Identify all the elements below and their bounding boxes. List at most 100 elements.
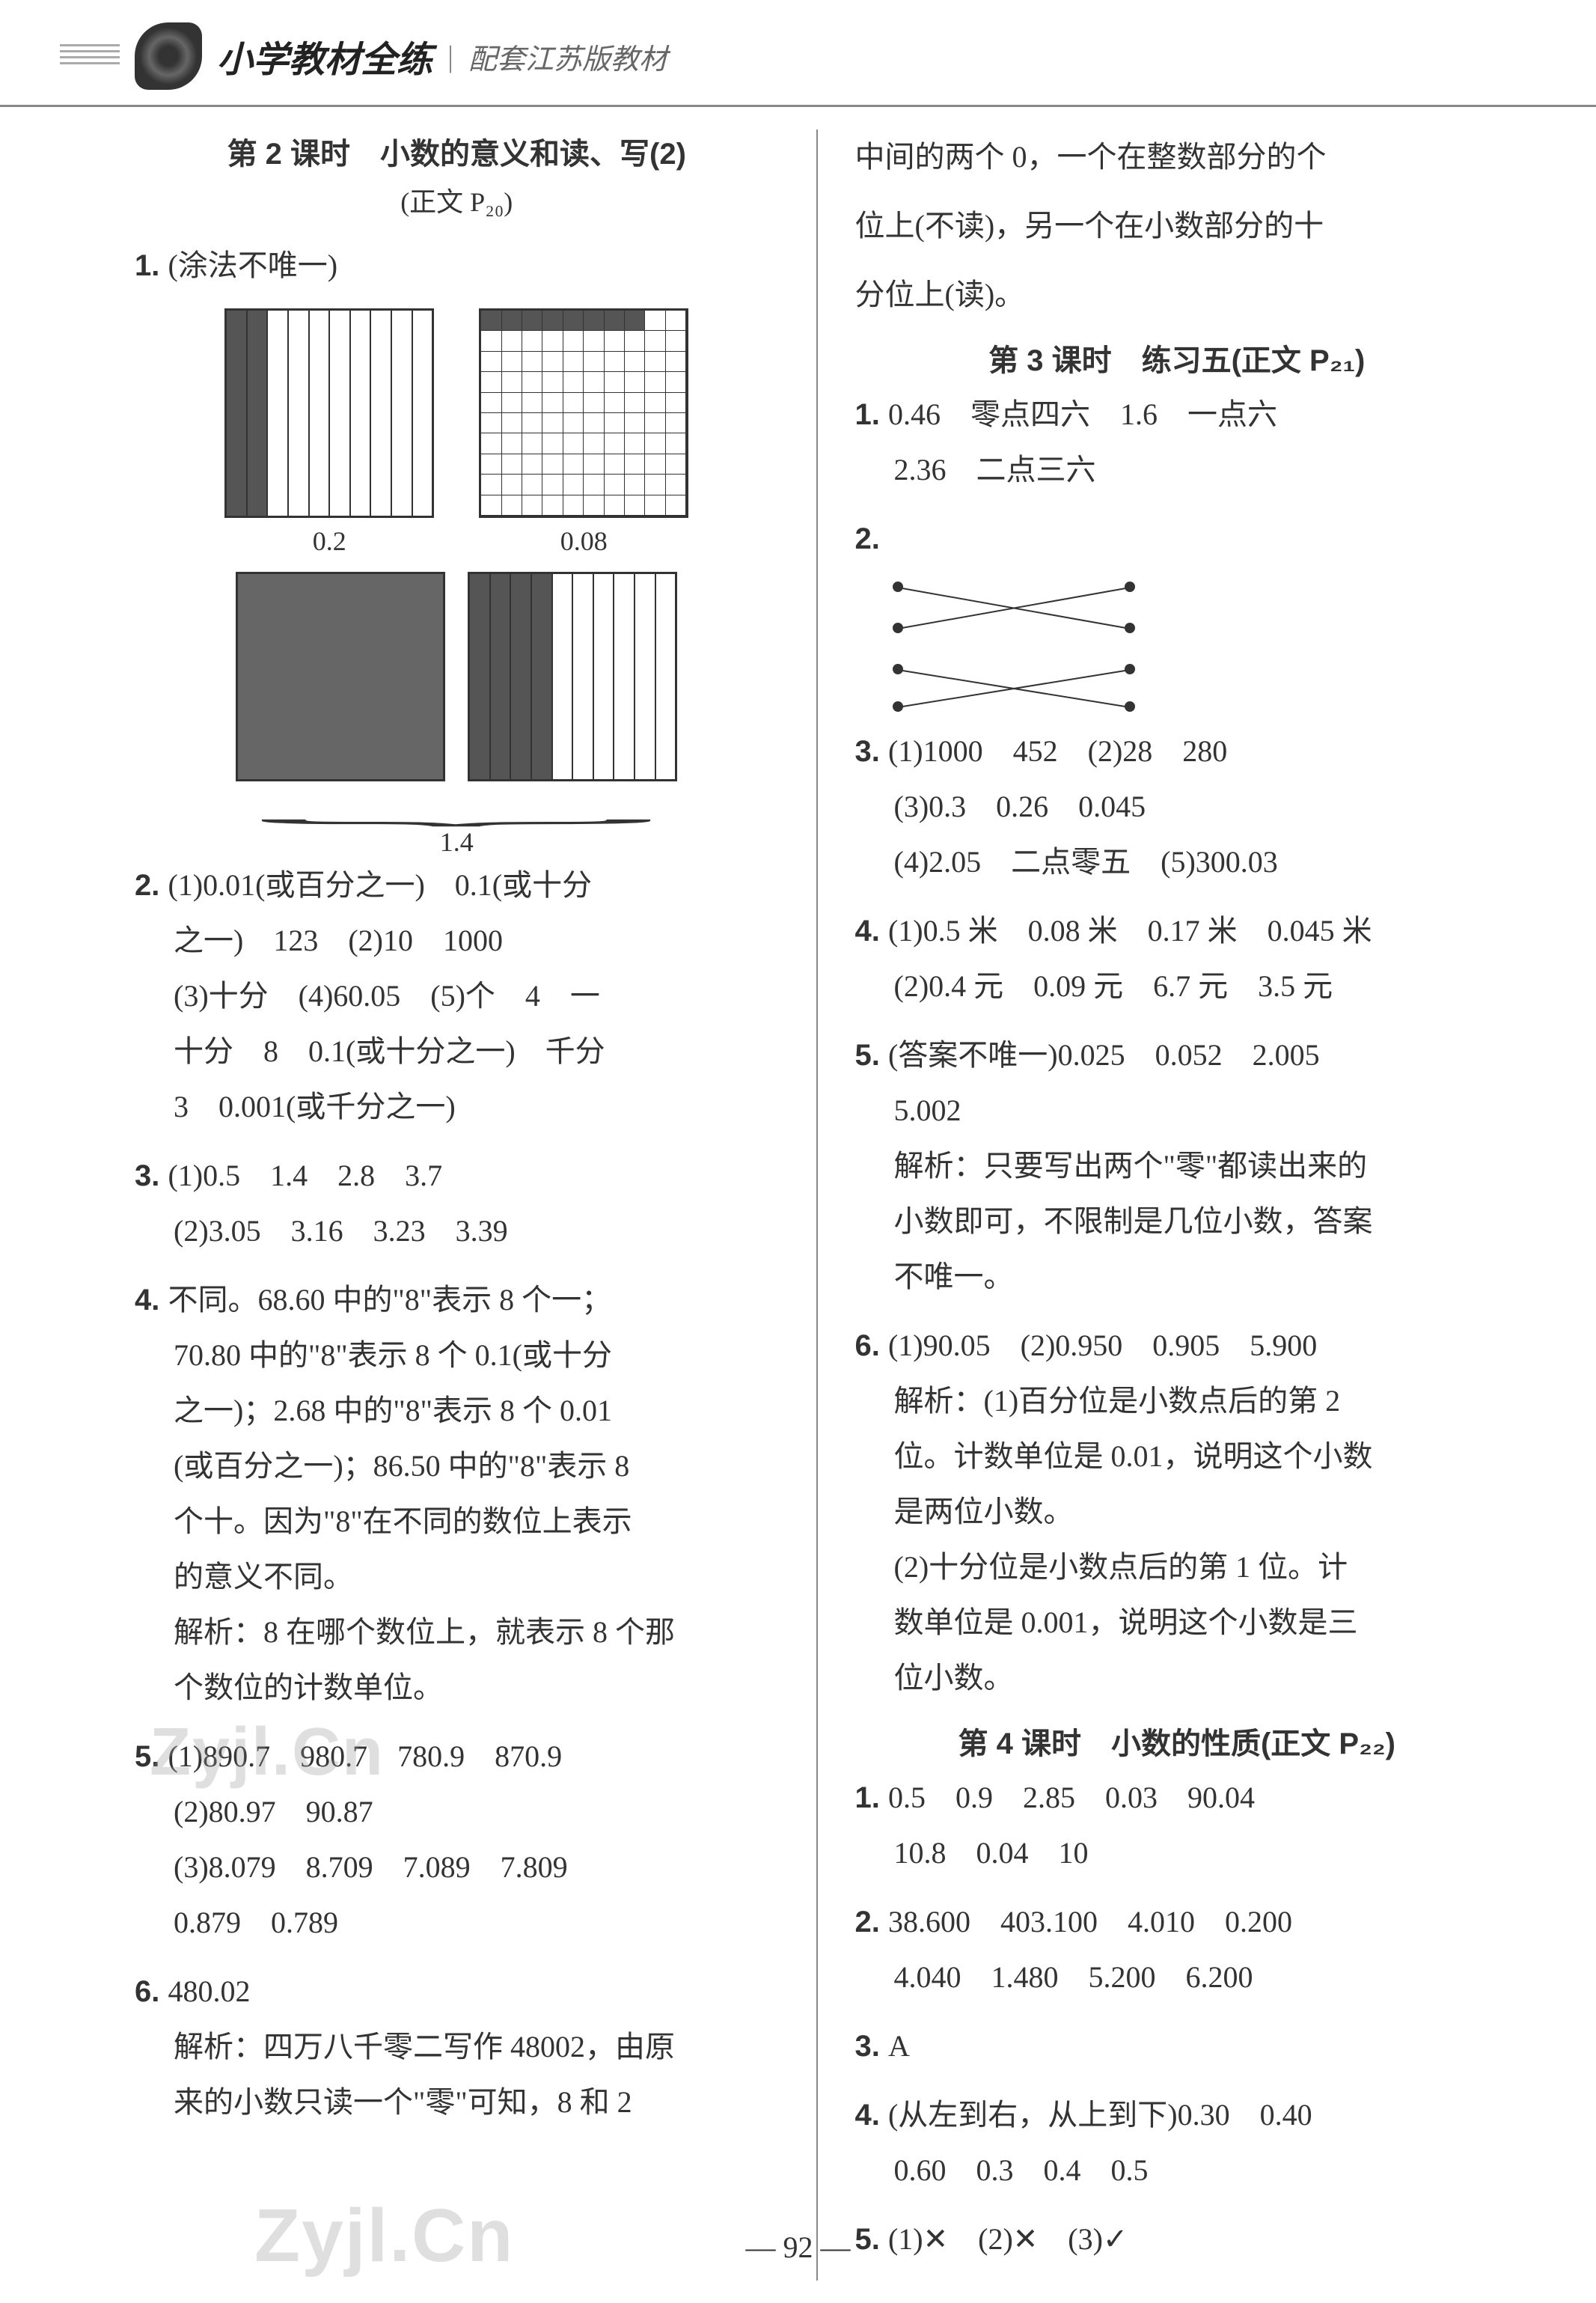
q4-l4: 个十。因为"8"在不同的数位上表示 bbox=[135, 1494, 779, 1549]
l4-q4-num: 4. bbox=[855, 2099, 888, 2132]
header-subtitle: 配套江苏版教材 bbox=[468, 36, 667, 77]
l3-q6-a5: 位小数。 bbox=[855, 1650, 1499, 1706]
l3-q4: 4. (1)0.5 米 0.08 米 0.17 米 0.045 米 (2)0.4… bbox=[855, 903, 1499, 1014]
l4-q1-l1: 10.8 0.04 10 bbox=[855, 1825, 1499, 1881]
grid-tenths-icon bbox=[224, 308, 434, 518]
l4-q5-num: 5. bbox=[855, 2223, 888, 2256]
l3-q5-a1: 小数即可，不限制是几位小数，答案 bbox=[855, 1194, 1499, 1249]
right-column: 中间的两个 0，一个在整数部分的个 位上(不读)，另一个在小数部分的十 分位上(… bbox=[818, 129, 1522, 2281]
q5-l0: (1)890.7 980.7 780.9 870.9 bbox=[168, 1739, 562, 1773]
l3-q5-l1: 5.002 bbox=[855, 1083, 1499, 1138]
l3-q2-num: 2. bbox=[855, 522, 880, 555]
grids-row1: 0.2 0.08 bbox=[135, 308, 779, 557]
solid-square-icon bbox=[236, 572, 445, 781]
l3-q4-l0: (1)0.5 米 0.08 米 0.17 米 0.045 米 bbox=[888, 914, 1372, 948]
brace-icon: ⏟ bbox=[0, 803, 1596, 812]
l3-q1-l1: 2.36 二点三六 bbox=[855, 442, 1499, 498]
grid2-label: 0.08 bbox=[560, 525, 608, 557]
grid3-label: 1.4 bbox=[232, 826, 681, 858]
l4-q3-num: 3. bbox=[855, 2030, 888, 2063]
q6-num: 6. bbox=[135, 1975, 168, 2008]
l3-q5-num: 5. bbox=[855, 1039, 888, 1072]
q3-num: 3. bbox=[135, 1159, 168, 1192]
q2-l1: 之一) 123 (2)10 1000 bbox=[135, 913, 779, 969]
q6-a0: 解析：四万八千零二写作 48002，由原 bbox=[135, 2019, 779, 2075]
left-column: 第 2 课时 小数的意义和读、写(2) (正文 P₂₀) 1. (涂法不唯一) … bbox=[112, 129, 818, 2281]
q6-a1: 来的小数只读一个"零"可知，8 和 2 bbox=[135, 2075, 779, 2130]
top-cont-2: 分位上(读)。 bbox=[855, 267, 1499, 323]
l3-q4-num: 4. bbox=[855, 915, 888, 948]
q4-a1: 个数位的计数单位。 bbox=[135, 1660, 779, 1715]
q1: 1. (涂法不唯一) bbox=[135, 238, 779, 293]
q6-l0: 480.02 bbox=[168, 1974, 250, 2008]
l3-q4-l1: (2)0.4 元 0.09 元 6.7 元 3.5 元 bbox=[855, 959, 1499, 1014]
q4-l5: 的意义不同。 bbox=[135, 1549, 779, 1605]
q4-l2: 之一)；2.68 中的"8"表示 8 个 0.01 bbox=[135, 1383, 779, 1439]
q2-l3: 十分 8 0.1(或十分之一) 千分 bbox=[135, 1024, 779, 1079]
l3-q1: 1. 0.46 零点四六 1.6 一点六 2.36 二点三六 bbox=[855, 387, 1499, 498]
l4-q1: 1. 0.5 0.9 2.85 0.03 90.04 10.8 0.04 10 bbox=[855, 1770, 1499, 1881]
lesson4-title: 第 4 课时 小数的性质(正文 P₂₂) bbox=[855, 1719, 1499, 1763]
header-title: 小学教材全练 bbox=[217, 30, 432, 82]
l4-q3: 3. A bbox=[855, 2019, 1499, 2074]
lesson3-title: 第 3 课时 练习五(正文 P₂₁) bbox=[855, 336, 1499, 379]
q2-l2: (3)十分 (4)60.05 (5)个 4 一 bbox=[135, 969, 779, 1024]
l4-q4-l0: (从左到右，从上到下)0.30 0.40 bbox=[888, 2098, 1312, 2132]
header-decoration-lines bbox=[60, 44, 120, 68]
l3-q6: 6. (1)90.05 (2)0.950 0.905 5.900 解析：(1)百… bbox=[855, 1318, 1499, 1706]
q4-l1: 70.80 中的"8"表示 8 个 0.1(或十分 bbox=[135, 1328, 779, 1383]
l4-q2: 2. 38.600 403.100 4.010 0.200 4.040 1.48… bbox=[855, 1894, 1499, 2005]
l4-q4-l1: 0.60 0.3 0.4 0.5 bbox=[855, 2143, 1499, 2198]
lesson2-subtitle: (正文 P₂₀) bbox=[135, 180, 779, 219]
q3-l1: (2)3.05 3.16 3.23 3.39 bbox=[135, 1204, 779, 1259]
grid-0.08: 0.08 bbox=[479, 308, 688, 557]
q2-num: 2. bbox=[135, 869, 168, 902]
l3-q1-l0: 0.46 零点四六 1.6 一点六 bbox=[888, 397, 1277, 431]
l3-q6-a1: 位。计数单位是 0.01，说明这个小数 bbox=[855, 1429, 1499, 1484]
l4-q4: 4. (从左到右，从上到下)0.30 0.40 0.60 0.3 0.4 0.5 bbox=[855, 2087, 1499, 2198]
l4-q2-l0: 38.600 403.100 4.010 0.200 bbox=[888, 1905, 1292, 1939]
l3-q6-a3: (2)十分位是小数点后的第 1 位。计 bbox=[855, 1540, 1499, 1595]
lesson2-title: 第 2 课时 小数的意义和读、写(2) bbox=[135, 129, 779, 173]
l3-q3-num: 3. bbox=[855, 735, 888, 768]
grid-tenths2-icon bbox=[468, 572, 677, 781]
l4-q1-num: 1. bbox=[855, 1781, 888, 1814]
l3-q3-l0: (1)1000 452 (2)28 280 bbox=[888, 734, 1227, 768]
l3-q6-num: 6. bbox=[855, 1329, 888, 1362]
q4-num: 4. bbox=[135, 1284, 168, 1317]
l3-q6-l0: (1)90.05 (2)0.950 0.905 5.900 bbox=[888, 1329, 1317, 1362]
header-divider: | bbox=[447, 39, 453, 74]
q5-l1: (2)80.97 90.87 bbox=[135, 1784, 779, 1840]
q5-num: 5. bbox=[135, 1740, 168, 1773]
q2-l4: 3 0.001(或千分之一) bbox=[135, 1079, 779, 1135]
l4-q2-l1: 4.040 1.480 5.200 6.200 bbox=[855, 1950, 1499, 2005]
content-area: 第 2 课时 小数的意义和读、写(2) (正文 P₂₀) 1. (涂法不唯一) … bbox=[0, 107, 1596, 2303]
q2: 2. (1)0.01(或百分之一) 0.1(或十分 之一) 123 (2)10 … bbox=[135, 858, 779, 1135]
top-cont-0: 中间的两个 0，一个在整数部分的个 bbox=[855, 129, 1499, 185]
logo-icon bbox=[135, 22, 202, 90]
l3-q6-a4: 数单位是 0.001，说明这个小数是三 bbox=[855, 1595, 1499, 1650]
l3-q2: 2. bbox=[855, 511, 1499, 709]
l3-q6-a2: 是两位小数。 bbox=[855, 1484, 1499, 1540]
l4-q5-text: (1)✕ (2)✕ (3)✓ bbox=[888, 2222, 1128, 2256]
l3-q3-l2: (4)2.05 二点零五 (5)300.03 bbox=[855, 835, 1499, 890]
l3-q5-a0: 解析：只要写出两个"零"都读出来的 bbox=[855, 1138, 1499, 1194]
l3-q1-num: 1. bbox=[855, 398, 888, 431]
q3: 3. (1)0.5 1.4 2.8 3.7 (2)3.05 3.16 3.23 … bbox=[135, 1148, 779, 1259]
q5-l3: 0.879 0.789 bbox=[135, 1895, 779, 1950]
top-cont-1: 位上(不读)，另一个在小数部分的十 bbox=[855, 198, 1499, 254]
q4-a0: 解析：8 在哪个数位上，就表示 8 个那 bbox=[135, 1605, 779, 1660]
l4-q3-text: A bbox=[888, 2029, 910, 2063]
q3-l0: (1)0.5 1.4 2.8 3.7 bbox=[168, 1159, 442, 1192]
l3-q5-l0: (答案不唯一)0.025 0.052 2.005 bbox=[888, 1038, 1320, 1072]
q4-l0: 不同。68.60 中的"8"表示 8 个一； bbox=[168, 1283, 611, 1317]
q6: 6. 480.02 解析：四万八千零二写作 48002，由原 来的小数只读一个"… bbox=[135, 1964, 779, 2130]
l4-q1-l0: 0.5 0.9 2.85 0.03 90.04 bbox=[888, 1781, 1255, 1814]
q5: 5. (1)890.7 980.7 780.9 870.9 (2)80.97 9… bbox=[135, 1729, 779, 1950]
q4-l3: (或百分之一)；86.50 中的"8"表示 8 bbox=[135, 1439, 779, 1494]
q4: 4. 不同。68.60 中的"8"表示 8 个一； 70.80 中的"8"表示 … bbox=[135, 1272, 779, 1715]
l4-q2-num: 2. bbox=[855, 1906, 888, 1939]
l4-q5: 5. (1)✕ (2)✕ (3)✓ bbox=[855, 2212, 1499, 2267]
cross-diagram-icon bbox=[885, 574, 1140, 709]
grid1-label: 0.2 bbox=[313, 525, 346, 557]
